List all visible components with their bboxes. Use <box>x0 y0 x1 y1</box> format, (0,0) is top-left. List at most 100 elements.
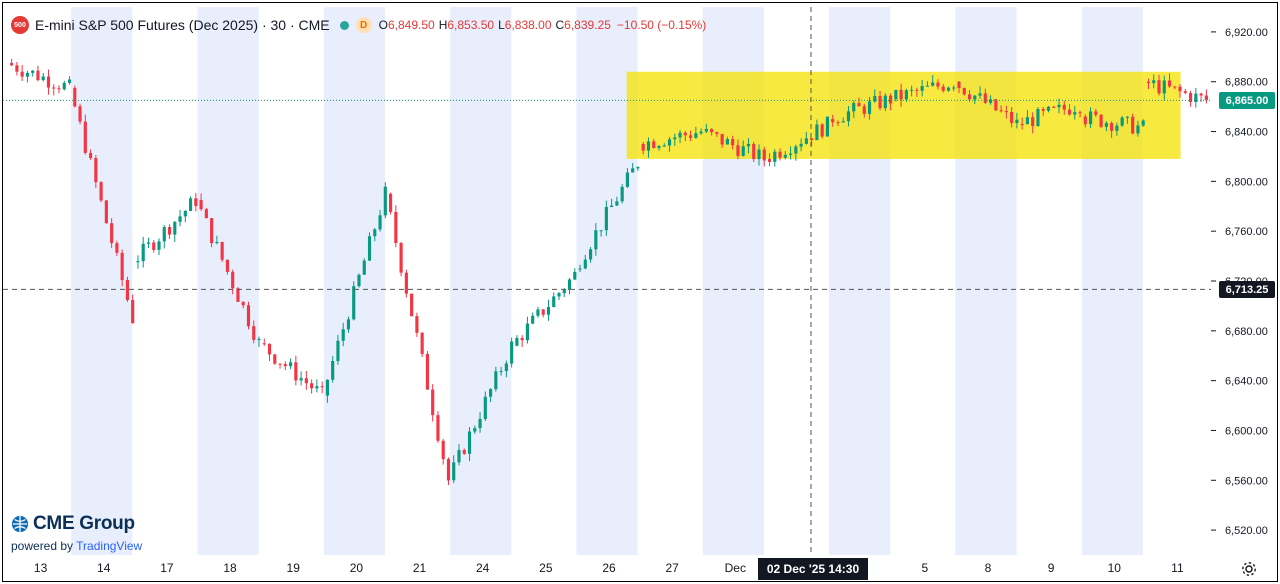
candle-body <box>1183 91 1187 93</box>
candle <box>194 193 198 212</box>
candle-body <box>146 242 151 244</box>
candle-body <box>1157 80 1161 94</box>
gear-icon[interactable] <box>1241 561 1257 577</box>
candle <box>946 86 951 92</box>
candle <box>1067 104 1072 116</box>
candle <box>957 80 961 94</box>
candle-body <box>1067 109 1072 115</box>
candle-body <box>604 206 608 231</box>
candle <box>1099 113 1103 129</box>
candle-body <box>36 70 40 81</box>
tradingview-link[interactable]: TradingView <box>76 539 143 553</box>
candle <box>746 138 751 154</box>
candle-body <box>141 243 145 262</box>
candle-body <box>389 193 393 212</box>
candle-body <box>120 252 124 281</box>
candle-body <box>762 149 766 161</box>
candle <box>36 65 40 82</box>
candle <box>915 87 919 97</box>
candle <box>220 241 224 262</box>
candle <box>615 196 619 207</box>
candle-body <box>131 300 135 323</box>
candle <box>931 75 935 87</box>
candle-body <box>536 309 540 316</box>
candle <box>262 338 266 346</box>
candle <box>215 235 219 245</box>
candle <box>483 391 487 422</box>
candle-body <box>1136 125 1140 134</box>
candle-body <box>673 137 677 140</box>
candle-body <box>831 119 835 123</box>
candle-body <box>552 296 556 308</box>
candle-body <box>841 121 845 123</box>
candle <box>825 116 829 137</box>
candle <box>1115 122 1119 136</box>
candle-body <box>241 301 245 306</box>
candle <box>362 258 366 275</box>
y-tick-label: 6,600.00 <box>1225 425 1268 437</box>
candle-body <box>694 133 698 138</box>
candle <box>867 96 872 120</box>
session-band <box>71 7 133 555</box>
candle <box>1004 105 1008 119</box>
candle-body <box>989 99 993 103</box>
y-tick-label: 6,680.00 <box>1225 326 1268 338</box>
candle-body <box>294 362 298 381</box>
candle <box>162 225 166 249</box>
candle <box>699 128 703 135</box>
candle-body <box>378 215 382 230</box>
candle-body <box>804 138 808 144</box>
candle <box>631 163 635 173</box>
chart-title[interactable]: E-mini S&P 500 Futures (Dec 2025) · 30 ·… <box>35 17 330 33</box>
candle <box>1052 105 1056 109</box>
delayed-data-badge[interactable]: D <box>355 17 372 33</box>
candle <box>925 81 929 87</box>
candle <box>515 335 519 347</box>
candle-body <box>357 274 361 287</box>
candle-body <box>620 186 624 202</box>
candle-body <box>57 88 61 90</box>
branding[interactable]: CME Group powered by TradingView <box>11 513 142 553</box>
candle <box>246 301 251 330</box>
candle-body <box>625 172 629 187</box>
candle-body <box>15 65 19 72</box>
candle-body <box>915 89 919 91</box>
candle <box>789 146 793 160</box>
candle <box>120 249 124 287</box>
powered-by[interactable]: powered by TradingView <box>11 539 142 553</box>
candle <box>725 136 729 145</box>
candle-body <box>578 268 582 270</box>
candle-body <box>641 144 645 151</box>
cme-globe-icon <box>11 515 29 533</box>
candle-body <box>1173 86 1177 88</box>
candle <box>52 84 56 96</box>
x-tick-label: 5 <box>921 561 928 575</box>
candle <box>367 232 372 261</box>
candle-body <box>857 102 861 107</box>
candle-body <box>820 124 824 137</box>
candle <box>73 85 77 108</box>
cme-group-logo[interactable]: CME Group <box>11 513 142 535</box>
candle-body <box>873 95 877 102</box>
candle <box>1183 89 1187 95</box>
candle-body <box>1094 111 1098 115</box>
price-chart[interactable]: 6,520.00 6,560.00 6,600.00 6,640.00 6,680.00… <box>3 3 1278 582</box>
ohlc-key-c: C <box>555 18 565 32</box>
candle-body <box>289 362 293 367</box>
candle-body <box>283 364 287 367</box>
candle <box>78 103 82 125</box>
candle <box>425 351 429 390</box>
market-status-dot-icon[interactable] <box>339 20 349 30</box>
candle <box>657 144 661 151</box>
candle-body <box>957 81 961 89</box>
candle <box>557 292 561 301</box>
candle-body <box>657 146 661 149</box>
candle-body <box>457 450 461 463</box>
candle <box>1189 90 1193 107</box>
candle <box>20 65 24 82</box>
candle <box>999 105 1003 113</box>
candle <box>331 356 335 383</box>
candle-body <box>725 139 729 145</box>
symbol-badge[interactable]: 500 <box>11 16 29 34</box>
